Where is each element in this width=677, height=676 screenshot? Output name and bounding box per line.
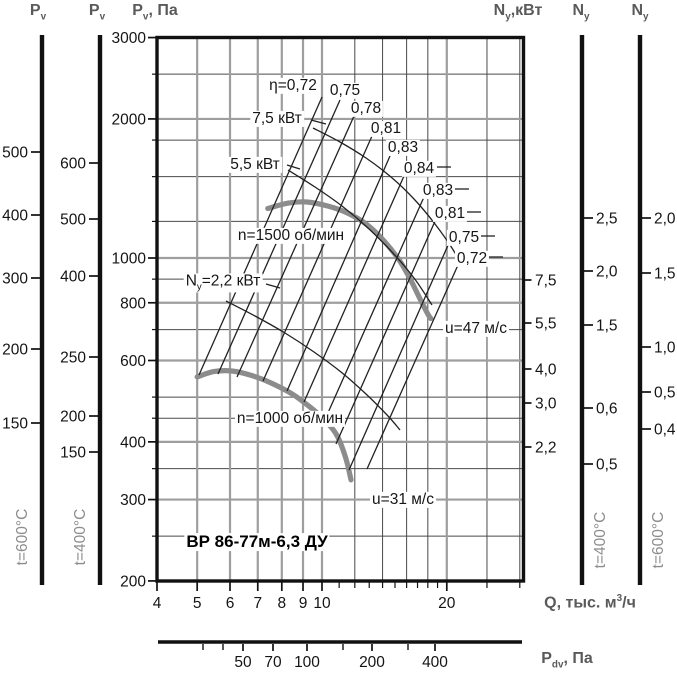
x-axis-tick-label: 6 xyxy=(226,595,235,612)
efficiency-label: 0,84 xyxy=(401,159,437,178)
temp-label-400-left: t=400°C xyxy=(71,508,89,566)
aux-axis-tick-label: 250 xyxy=(60,350,86,367)
x-axis-tick-label: 7 xyxy=(253,595,262,612)
aux-axis-tick-label: 0,4 xyxy=(654,422,676,439)
axis-header-pv-400: Pv xyxy=(88,2,106,23)
speed-label-1500rpm: n=1500 об/мин xyxy=(235,226,347,245)
x-axis-unit-label: Q, тыс. м3/ч xyxy=(544,592,636,612)
power-label-7-5kw: 7,5 кВт xyxy=(250,109,304,128)
aux-axis-tick-label: 400 xyxy=(60,269,86,286)
aux-axis-tick-label: 300 xyxy=(2,271,28,288)
y-axis-tick-label: 200 xyxy=(120,573,146,590)
y-axis-tick-label: 300 xyxy=(120,492,146,509)
aux-axis-tick-label: 2,0 xyxy=(596,264,618,281)
efficiency-line xyxy=(286,155,391,392)
power-curve-7-5kw xyxy=(312,127,463,267)
x-axis-tick-label: 8 xyxy=(277,595,286,612)
aux-axis-tick-label: 1,5 xyxy=(596,318,618,335)
aux-axis-tick-label: 600 xyxy=(60,156,86,173)
efficiency-label: η=0,72 xyxy=(267,76,319,95)
fan-curve-1000 xyxy=(194,368,354,483)
aux-axis-tick-label: 2,0 xyxy=(654,211,676,228)
n-axis-tick-label: 7,5 xyxy=(535,273,557,290)
x-axis-tick-label: 20 xyxy=(438,595,456,612)
power-curve-5-5kw xyxy=(287,169,433,306)
axis-header-ny-400: Ny xyxy=(572,2,590,23)
efficiency-line xyxy=(348,242,450,471)
aux-axis-tick-label: 0,5 xyxy=(654,385,676,402)
aux-axis-tick-label: 0,5 xyxy=(596,457,618,474)
y-axis-tick-label: 400 xyxy=(120,434,146,451)
efficiency-line xyxy=(236,115,355,378)
y-axis-tick-label: 1000 xyxy=(112,251,147,268)
efficiency-label: 0,81 xyxy=(368,119,404,138)
aux-axis-tick-label: 1,5 xyxy=(654,266,676,283)
n-axis-tick-label: 4,0 xyxy=(535,362,557,379)
label-leader-dash xyxy=(286,164,301,170)
efficiency-label: 0,72 xyxy=(454,249,490,268)
y-axis-tick-label: 800 xyxy=(120,295,146,312)
aux-axis-tick-label: 150 xyxy=(60,445,86,462)
y-axis-tick-label: 2000 xyxy=(112,111,147,128)
efficiency-line xyxy=(262,135,373,382)
efficiency-line xyxy=(303,175,405,403)
axis-header-ny-kvt: Ny,кВт xyxy=(493,2,543,23)
speed-label-1000rpm: n=1000 об/мин xyxy=(234,409,346,428)
aux-axis-tick-label: 500 xyxy=(60,212,86,229)
chart-title: ВР 86-77м-6,3 ДУ xyxy=(184,532,330,552)
efficiency-line xyxy=(366,264,459,470)
efficiency-label: 0,75 xyxy=(327,81,363,100)
pdv-axis-tick-label: 50 xyxy=(234,654,252,671)
efficiency-label: 0,75 xyxy=(446,228,482,247)
aux-axis-tick-label: 500 xyxy=(2,145,28,162)
efficiency-label: 0,78 xyxy=(348,99,384,118)
aux-axis-tick-label: 2,5 xyxy=(596,211,618,228)
x-axis-tick-label: 9 xyxy=(299,595,308,612)
axis-header-pv-pa: Pv, Па xyxy=(132,2,178,23)
axis-header-ny-600: Ny xyxy=(631,2,649,23)
power-curve-2-2kw xyxy=(225,300,401,431)
y-axis-tick-label: 3000 xyxy=(112,30,147,47)
power-label-5-5kw: 5,5 кВт xyxy=(228,155,282,174)
aux-axis-tick-label: 200 xyxy=(2,342,28,359)
tip-speed-label-31: u=31 м/с xyxy=(370,490,436,509)
aux-axis-tick-label: 1,0 xyxy=(654,340,676,357)
tip-speed-label-47: u=47 м/с xyxy=(443,319,509,338)
pdv-axis-tick-label: 100 xyxy=(294,654,320,671)
efficiency-label: 0,81 xyxy=(432,204,468,223)
x-axis-tick-label: 4 xyxy=(153,595,162,612)
n-axis-tick-label: 3,0 xyxy=(535,396,557,413)
x-axis-tick-label: 10 xyxy=(313,595,331,612)
pdv-axis-tick-label: 400 xyxy=(422,654,448,671)
pdv-axis-tick-label: 200 xyxy=(359,654,385,671)
n-axis-tick-label: 5,5 xyxy=(535,316,557,333)
efficiency-label: 0,83 xyxy=(385,138,421,157)
aux-axis-tick-label: 0,6 xyxy=(596,401,618,418)
fan-curve-1500 xyxy=(265,199,434,322)
axis-header-pv-600: Pv xyxy=(29,2,47,23)
efficiency-label: 0,83 xyxy=(420,181,456,200)
plot-frame xyxy=(155,35,526,583)
temp-label-400-right: t=400°C xyxy=(591,511,609,569)
y-axis-tick-label: 600 xyxy=(120,353,146,370)
power-label-2-2kw: Ny=2,2 кВт xyxy=(183,272,263,293)
temp-label-600-left: t=600°C xyxy=(13,508,31,566)
x-axis-tick-label: 5 xyxy=(193,595,202,612)
efficiency-line xyxy=(335,218,437,445)
aux-axis-tick-label: 150 xyxy=(2,416,28,433)
efficiency-line xyxy=(322,196,425,425)
temp-label-600-right: t=600°C xyxy=(649,511,667,569)
label-leader-dash xyxy=(265,283,281,289)
aux-axis-tick-label: 200 xyxy=(60,409,86,426)
n-axis-tick-label: 2,2 xyxy=(535,440,557,457)
aux-axis-tick-label: 400 xyxy=(2,208,28,225)
pdv-axis-tick-label: 70 xyxy=(264,654,282,671)
label-leader-dash xyxy=(310,119,327,125)
pdv-axis-unit-label: Pdv, Па xyxy=(541,650,593,671)
